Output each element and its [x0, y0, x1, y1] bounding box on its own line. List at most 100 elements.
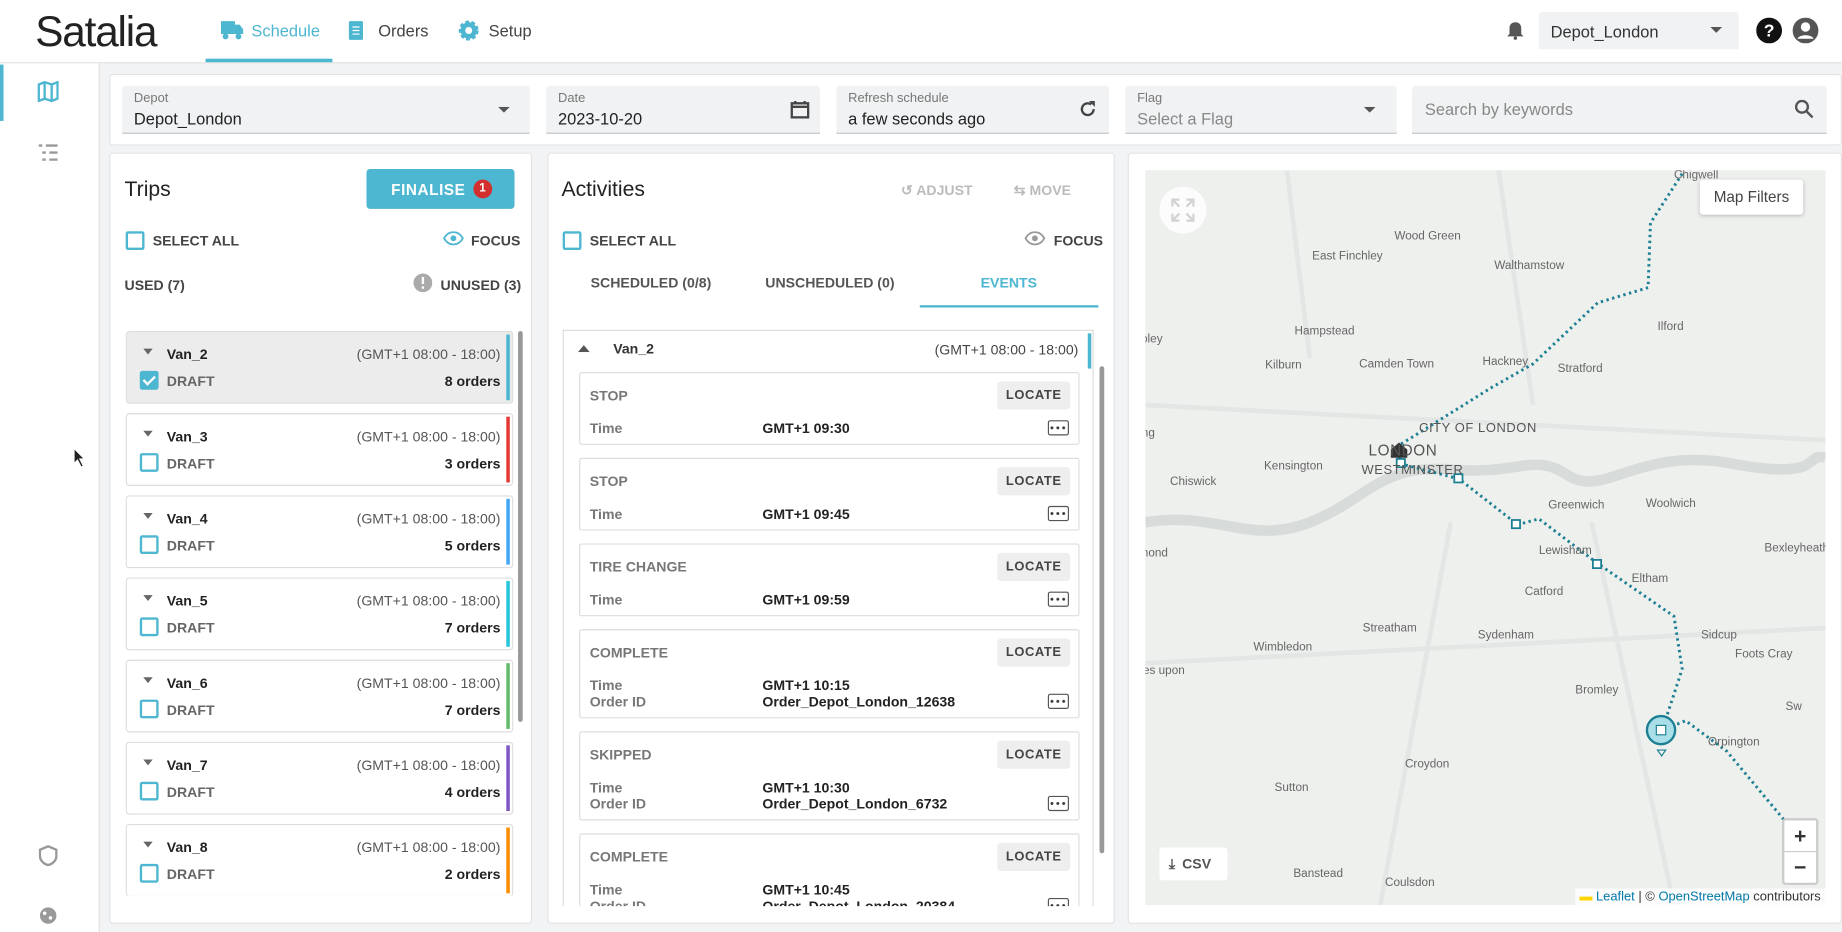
trip-status: DRAFT	[166, 455, 215, 472]
bell-icon[interactable]	[1507, 21, 1524, 40]
tab[interactable]: Schedule	[251, 21, 320, 40]
place-label: Catford	[1524, 585, 1564, 599]
more-button[interactable]	[1047, 420, 1069, 436]
checkbox[interactable]	[125, 231, 145, 251]
avatar-icon[interactable]	[1792, 17, 1819, 44]
zoom-in[interactable]: +	[1784, 820, 1817, 853]
link[interactable]: Leaflet	[1595, 889, 1635, 904]
map-layer	[1145, 170, 1826, 905]
more-button[interactable]	[1047, 693, 1069, 709]
unused-tab[interactable]: UNUSED (3)	[440, 277, 522, 294]
tab[interactable]: EVENTS	[919, 261, 1099, 308]
caret	[143, 512, 153, 519]
trip-card[interactable]: Van_8 (GMT+1 08:00 - 18:00) DRAFT 2 orders	[125, 824, 514, 896]
more-button[interactable]	[1047, 897, 1069, 907]
depot-select[interactable]: Depot_London	[1538, 11, 1739, 50]
trip-card[interactable]: Van_3 (GMT+1 08:00 - 18:00) DRAFT 3 orders	[125, 413, 514, 486]
row-value: GMT+1 10:15	[762, 677, 850, 694]
place-label: Eltham	[1631, 572, 1669, 586]
cookie-icon[interactable]	[39, 906, 58, 925]
refresh-filter[interactable]: Refresh schedule a few seconds ago	[836, 85, 1109, 134]
csv-button[interactable]: ⤓ CSV	[1159, 847, 1228, 881]
orders-icon	[348, 21, 363, 40]
trip-card[interactable]: Van_4 (GMT+1 08:00 - 18:00) DRAFT 5 orders	[125, 495, 514, 569]
checkbox[interactable]	[139, 535, 159, 555]
locate-button[interactable]: LOCATE	[997, 381, 1071, 410]
trip-list: Van_2 (GMT+1 08:00 - 18:00) DRAFT 8 orders V…	[125, 331, 514, 896]
place-label: LONDON	[1368, 441, 1438, 459]
checkbox[interactable]	[139, 370, 159, 390]
focus[interactable]: FOCUS	[1053, 232, 1104, 249]
event-type: COMPLETE	[589, 644, 669, 661]
shield-icon[interactable]	[38, 845, 58, 867]
more-button[interactable]	[1047, 795, 1069, 812]
trip-card[interactable]: Van_7 (GMT+1 08:00 - 18:00) DRAFT 4 orders	[125, 741, 514, 815]
place-label: Orpington	[1708, 735, 1760, 749]
map[interactable]: East Finchley Wood Green Walthamstow Hampst…	[1145, 170, 1826, 905]
locate-button[interactable]: LOCATE	[997, 552, 1071, 582]
search-icon	[1794, 99, 1814, 119]
zoom-out[interactable]: −	[1794, 855, 1807, 880]
trip-card[interactable]: Van_6 (GMT+1 08:00 - 18:00) DRAFT 7 orders	[125, 659, 514, 733]
flag-filter[interactable]: Flag Select a Flag	[1125, 85, 1397, 134]
link[interactable]: OpenStreetMap	[1658, 889, 1750, 904]
row-label: Time	[589, 591, 623, 609]
logo[interactable]: Satalia	[35, 7, 157, 56]
move-button[interactable]: ⇆ MOVE	[1013, 181, 1072, 199]
select-all[interactable]: SELECT ALL	[152, 232, 240, 249]
locate-button[interactable]: LOCATE	[997, 467, 1071, 496]
stop	[1655, 724, 1667, 736]
trip-status: DRAFT	[166, 784, 215, 801]
place-label: Coulsdon	[1384, 876, 1435, 890]
used-tab[interactable]: USED (7)	[124, 277, 185, 294]
trip-card[interactable]: Van_2 (GMT+1 08:00 - 18:00) DRAFT 8 orders	[125, 331, 514, 404]
header	[0, 0, 1842, 64]
event-card: STOP LOCATE Time GMT+1 09:45	[579, 457, 1080, 531]
attribution: ▬ Leaflet | © OpenStreetMap contributors	[1574, 888, 1826, 905]
event-type: STOP	[589, 387, 628, 404]
search-field[interactable]: Search by keywords	[1411, 85, 1827, 134]
depot-filter[interactable]: Depot Depot_London	[122, 85, 530, 134]
select-all[interactable]: SELECT ALL	[589, 232, 677, 249]
locate-button[interactable]: LOCATE	[997, 842, 1071, 871]
tab[interactable]: UNSCHEDULED (0)	[765, 274, 895, 292]
trip-card[interactable]: Van_5 (GMT+1 08:00 - 18:00) DRAFT 7 orders	[125, 577, 514, 651]
list-nav-icon[interactable]	[38, 143, 59, 162]
row-value: GMT+1 10:45	[762, 881, 850, 898]
more-button[interactable]	[1047, 591, 1069, 607]
adjust-button[interactable]: ↺ ADJUST	[900, 181, 973, 199]
depot-value: Depot_London	[1550, 22, 1659, 42]
scrollbar	[1099, 366, 1105, 854]
checkbox[interactable]	[139, 781, 159, 801]
event-card: SKIPPED LOCATE Time GMT+1 10:30 Order ID Orde…	[579, 731, 1080, 821]
tab[interactable]: Setup	[488, 21, 532, 40]
checkbox[interactable]	[139, 617, 159, 637]
more-button[interactable]	[1047, 505, 1069, 522]
tab[interactable]: SCHEDULED (0/8)	[590, 274, 712, 292]
date-filter[interactable]: Date 2023-10-20	[546, 85, 820, 134]
trip-name: Van_5	[166, 592, 208, 610]
finalise-button[interactable]: FINALISE 1	[366, 169, 515, 209]
map-filters-button[interactable]: Map Filters	[1699, 179, 1804, 215]
checkbox[interactable]	[139, 453, 159, 472]
row-label: Order ID	[589, 897, 647, 907]
locate-button[interactable]: LOCATE	[997, 740, 1071, 769]
trip-orders: 7 orders	[444, 701, 501, 719]
focus[interactable]: FOCUS	[471, 232, 521, 249]
row-label: Time	[589, 420, 623, 437]
checkbox[interactable]	[139, 863, 159, 883]
gear-icon	[458, 20, 479, 41]
download-icon: ⤓	[1168, 855, 1176, 873]
fullscreen-button[interactable]	[1159, 186, 1207, 234]
flag: ▬	[1579, 889, 1593, 904]
label: FINALISE	[391, 180, 466, 199]
place-label: nond	[1145, 546, 1168, 560]
trip-name: Van_8	[166, 839, 208, 856]
locate-button[interactable]: LOCATE	[997, 638, 1071, 667]
help-icon[interactable]: ?	[1756, 17, 1783, 44]
checkbox[interactable]	[139, 699, 159, 719]
tab[interactable]: Orders	[378, 21, 429, 40]
map-nav-icon[interactable]	[37, 80, 59, 103]
checkbox[interactable]	[562, 231, 582, 251]
